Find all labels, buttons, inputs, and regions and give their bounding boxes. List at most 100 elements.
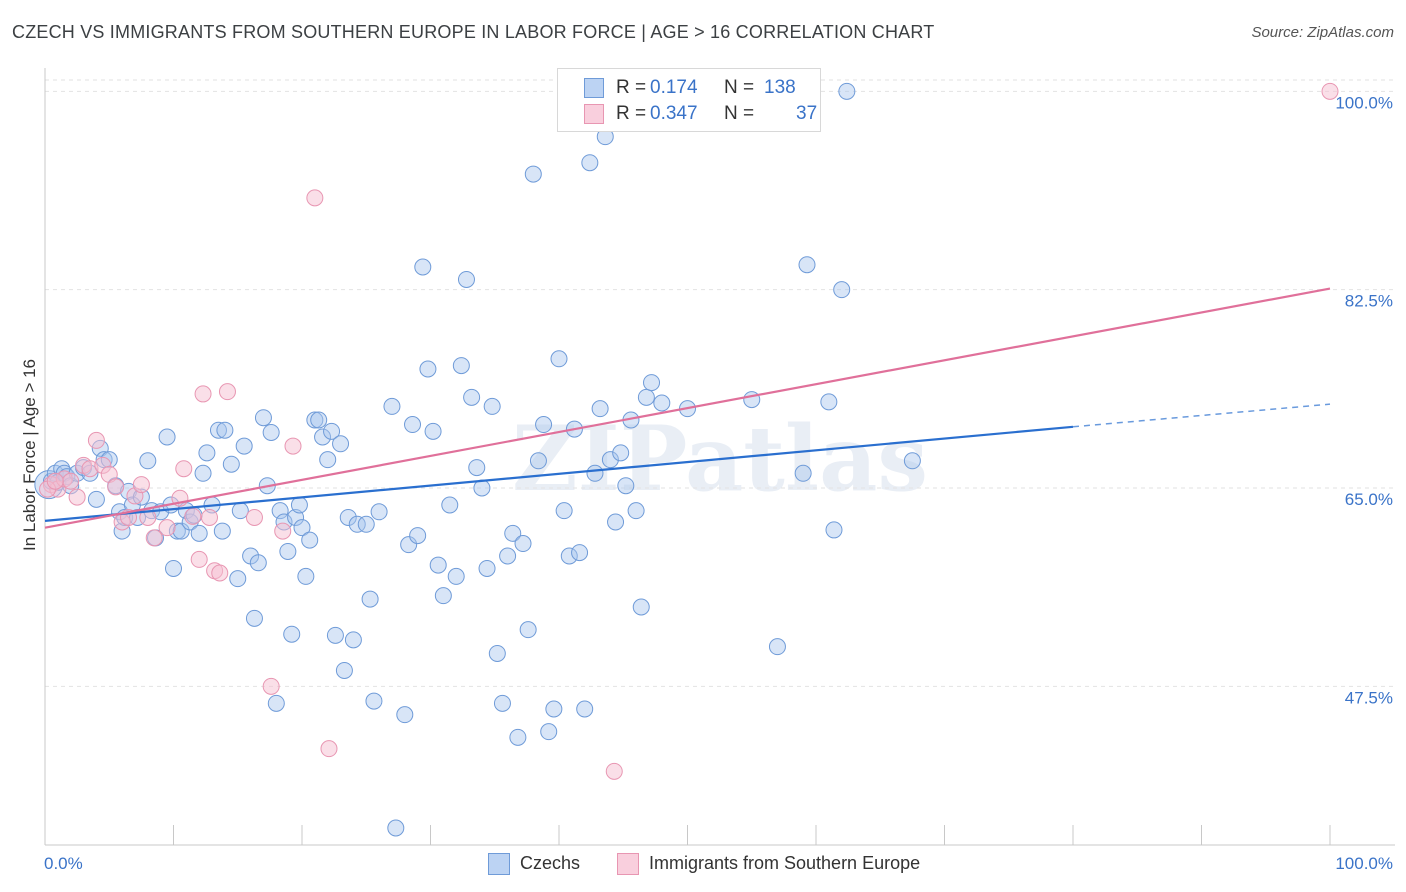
- data-point: [245, 609, 263, 627]
- data-point: [271, 502, 289, 520]
- data-point: [383, 397, 401, 415]
- data-point: [483, 397, 501, 415]
- data-point: [283, 625, 301, 643]
- data-point: [452, 357, 470, 375]
- data-point: [107, 478, 125, 496]
- data-point: [535, 416, 553, 434]
- r-label: R =: [616, 103, 647, 124]
- data-point: [293, 519, 311, 537]
- correlation-legend: R = 0.174 N = 138 R = 0.347 N = 37: [557, 68, 821, 132]
- data-point: [194, 464, 212, 482]
- data-point: [509, 728, 527, 746]
- data-point: [441, 496, 459, 514]
- data-point: [62, 472, 80, 490]
- data-point: [545, 700, 563, 718]
- data-point: [434, 587, 452, 605]
- data-point: [200, 508, 218, 526]
- data-point: [493, 694, 511, 712]
- data-point: [339, 508, 357, 526]
- data-point: [297, 567, 315, 585]
- data-point: [165, 559, 182, 577]
- data-point: [627, 502, 645, 520]
- data-point: [198, 444, 216, 462]
- r-label: R =: [616, 77, 647, 98]
- data-point: [332, 435, 350, 453]
- data-point: [323, 422, 341, 440]
- data-point: [290, 496, 308, 514]
- data-point: [87, 431, 105, 449]
- chart-title: CZECH VS IMMIGRANTS FROM SOUTHERN EUROPE…: [12, 22, 935, 42]
- data-point: [612, 444, 630, 462]
- data-point: [478, 559, 496, 577]
- data-point: [218, 383, 236, 401]
- data-point: [274, 522, 292, 540]
- czechs-trend-line: [44, 425, 1074, 522]
- data-point: [504, 524, 522, 542]
- czechs-trend-extension: [1072, 403, 1331, 428]
- data-point: [190, 550, 208, 568]
- data-point: [68, 488, 86, 506]
- data-point: [361, 590, 379, 608]
- data-point: [838, 82, 856, 100]
- data-point: [540, 723, 558, 741]
- data-point: [429, 556, 447, 574]
- czechs-r-value: 0.174: [650, 77, 698, 98]
- data-point: [798, 256, 816, 274]
- data-point: [222, 455, 240, 473]
- data-point: [576, 700, 594, 718]
- data-point: [229, 570, 247, 588]
- czechs-legend-swatch: [488, 853, 510, 875]
- y-tick-label: 47.5%: [1345, 688, 1393, 707]
- data-point: [447, 567, 465, 585]
- data-point: [319, 451, 337, 469]
- data-point: [768, 638, 786, 656]
- data-point: [601, 451, 619, 469]
- data-point: [335, 661, 353, 679]
- data-point: [617, 477, 635, 495]
- data-point: [519, 621, 537, 639]
- data-point: [314, 428, 332, 446]
- grid-lines: [45, 79, 1395, 687]
- data-point: [279, 542, 297, 560]
- data-point: [514, 535, 532, 553]
- data-point: [586, 464, 604, 482]
- data-point: [267, 694, 285, 712]
- data-point: [419, 360, 437, 378]
- data-point: [607, 513, 625, 531]
- data-point: [468, 459, 486, 477]
- trend-lines: [44, 287, 1331, 529]
- data-point: [306, 411, 324, 429]
- data-point: [637, 388, 655, 406]
- data-point: [820, 393, 838, 411]
- data-point: [262, 677, 280, 695]
- data-point: [794, 464, 812, 482]
- data-point: [833, 281, 851, 299]
- data-point: [529, 452, 547, 470]
- data-point: [581, 154, 599, 172]
- data-point: [262, 423, 280, 441]
- immigrants-points: [39, 82, 1339, 780]
- immigrants-legend-label: Immigrants from Southern Europe: [649, 853, 921, 873]
- data-point: [499, 547, 517, 565]
- data-point: [158, 428, 176, 446]
- data-point: [306, 189, 324, 207]
- data-point: [387, 819, 405, 837]
- data-point: [139, 452, 157, 470]
- data-point: [605, 762, 623, 780]
- data-point: [145, 529, 163, 547]
- data-point: [653, 394, 671, 412]
- data-point: [194, 385, 212, 403]
- data-point: [571, 544, 589, 562]
- data-point: [235, 437, 253, 455]
- czechs-n-value: 138: [764, 77, 796, 98]
- immigrants-r-value: 0.347: [650, 103, 698, 124]
- y-tick-label: 100.0%: [1335, 93, 1393, 112]
- data-point: [643, 374, 661, 392]
- data-point: [46, 472, 64, 490]
- data-point: [1321, 82, 1339, 100]
- data-point: [158, 519, 176, 537]
- data-point: [400, 536, 418, 554]
- n-label: N =: [724, 77, 755, 98]
- data-point: [175, 460, 193, 478]
- data-point: [190, 524, 208, 542]
